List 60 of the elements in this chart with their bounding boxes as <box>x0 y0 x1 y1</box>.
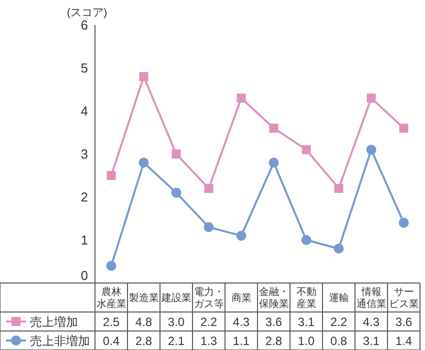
x-tick-label: 建設業 <box>160 292 192 304</box>
x-tick-label: 金融・保険業 <box>258 286 289 310</box>
x-tick-label: 不動産業 <box>296 287 316 310</box>
point <box>171 188 182 198</box>
ylabel: (スコア) <box>66 7 108 19</box>
y-tick-label: 5 <box>80 60 88 76</box>
data-label: 4.8 <box>135 315 152 329</box>
data-label: 2.1 <box>168 334 185 348</box>
point <box>366 144 376 155</box>
point <box>106 260 116 271</box>
x-tick-label: 運輸 <box>328 292 349 304</box>
data-label: 3.6 <box>395 315 412 329</box>
data-label: 0.4 <box>102 334 120 348</box>
data-label: 1.3 <box>200 334 218 348</box>
x-tick-label: 情報通信業 <box>356 286 386 310</box>
data-label: 2.5 <box>102 315 120 329</box>
data-label: 0.8 <box>330 334 348 348</box>
x-tick-label: サービス業 <box>388 287 419 310</box>
x-tick-label: 製造業 <box>128 292 159 304</box>
point <box>268 158 279 168</box>
point <box>172 150 181 158</box>
data-label: 1.4 <box>395 334 412 348</box>
data-label: 3.6 <box>265 315 282 329</box>
data-label: 1.1 <box>232 334 250 348</box>
point <box>236 230 246 241</box>
data-label: 1.0 <box>298 334 315 348</box>
y-tick-label: 4 <box>80 104 88 118</box>
data-label: 2.8 <box>265 334 282 348</box>
y-tick-label: 2 <box>80 190 88 204</box>
point <box>138 158 149 168</box>
data-label: 4.3 <box>362 315 380 329</box>
y-tick-label: 6 <box>80 18 88 32</box>
data-label: 2.8 <box>135 334 152 348</box>
x-tick-label: 電力・ガス等 <box>194 286 224 310</box>
point <box>236 94 246 103</box>
legend-label: 売上非増加 <box>30 334 90 348</box>
point <box>204 222 214 232</box>
data-label: 4.3 <box>232 315 250 329</box>
point <box>399 124 408 133</box>
data-label: 3.1 <box>298 315 315 329</box>
y-tick-label: 3 <box>80 146 88 162</box>
point <box>204 184 214 193</box>
point <box>334 184 344 193</box>
point <box>106 171 116 180</box>
point <box>139 72 148 82</box>
data-label: 2.2 <box>200 315 218 329</box>
point <box>302 145 311 154</box>
point <box>334 244 344 254</box>
x-tick-label: 商業 <box>231 292 252 304</box>
y-tick-label: 1 <box>80 232 88 248</box>
point <box>366 94 376 103</box>
data-label: 3.0 <box>168 315 185 329</box>
data-label: 2.2 <box>330 315 348 329</box>
data-label: 3.1 <box>362 334 380 348</box>
point <box>301 235 312 245</box>
point <box>398 218 409 228</box>
legend-label: 売上増加 <box>30 315 78 329</box>
x-tick-label: 農林水産業 <box>96 286 126 310</box>
point <box>269 124 278 133</box>
y-tick-label: 0 <box>80 268 88 283</box>
